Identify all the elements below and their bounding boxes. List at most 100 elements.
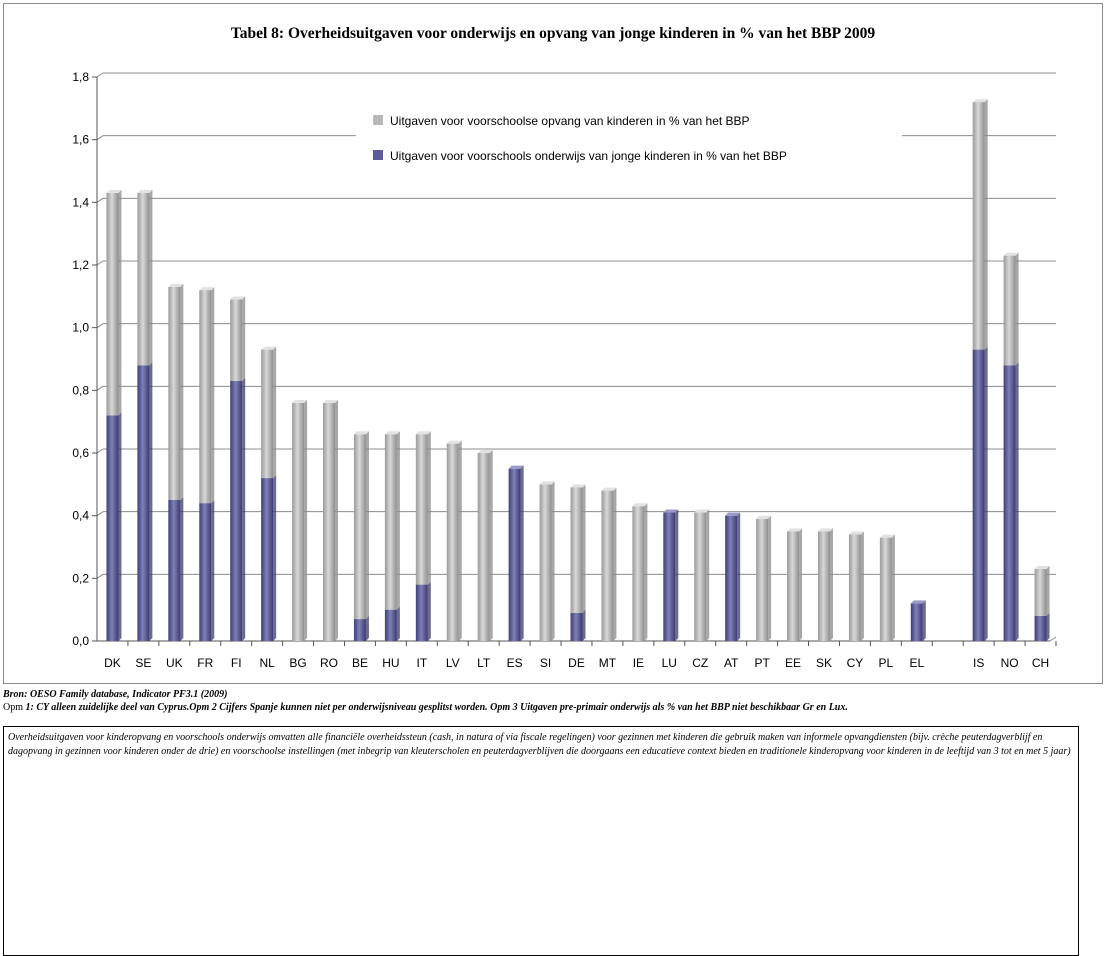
bar-onderwijs [137, 365, 150, 641]
bar-opvang-side [644, 503, 648, 641]
bar-onderwijs [508, 468, 521, 641]
bar-cap [570, 484, 586, 488]
bar-opvang [199, 290, 212, 504]
x-tick-label: NO [1001, 656, 1019, 670]
bar-cap [787, 528, 803, 532]
y-tick-label: 1,6 [72, 133, 89, 147]
bar-onderwijs-side [242, 377, 246, 641]
x-axis-depth [1049, 636, 1057, 642]
x-tick-label: UK [166, 656, 183, 670]
bar-onderwijs [1003, 365, 1016, 641]
bar-opvang-side [799, 528, 803, 641]
bar-opvang [570, 487, 583, 613]
y-tick-label: 1,2 [72, 258, 89, 272]
bar-opvang [787, 531, 800, 641]
bar-opvang [384, 434, 397, 610]
bar-onderwijs-side [984, 346, 988, 641]
y-tick-label: 0,4 [72, 509, 89, 523]
bar-opvang [477, 453, 490, 641]
bar-opvang [415, 434, 428, 585]
bar-cap [879, 534, 895, 538]
x-tick-label: AT [724, 656, 739, 670]
x-tick-label: CH [1032, 656, 1049, 670]
bar-opvang [323, 402, 336, 641]
x-tick-label: RO [320, 656, 338, 670]
bar-opvang [848, 534, 861, 641]
bar-cap [137, 189, 153, 193]
bar-opvang-side [1046, 565, 1050, 616]
gridline-depth [96, 448, 104, 454]
bar-opvang [756, 518, 769, 641]
bar-opvang-side [551, 481, 555, 641]
bar-onderwijs-side [396, 606, 400, 641]
x-tick-label: IE [633, 656, 644, 670]
bar-cap [446, 440, 462, 444]
bar-opvang [632, 506, 645, 641]
bar-onderwijs [1034, 615, 1047, 641]
bar-onderwijs-side [149, 362, 153, 641]
x-tick-label: CZ [692, 656, 708, 670]
bar-opvang-side [304, 399, 308, 641]
bar-opvang-side [211, 287, 215, 504]
bar-opvang-side [891, 534, 895, 641]
bar-opvang [292, 402, 305, 641]
bar-cap [292, 399, 308, 403]
bar-onderwijs [384, 609, 397, 641]
bar-onderwijs-side [365, 616, 369, 641]
bar-opvang-side [242, 296, 246, 381]
gridline-depth [96, 135, 104, 141]
bar-onderwijs [199, 503, 212, 641]
bar-opvang-side [365, 431, 369, 620]
bar-cap [1003, 252, 1019, 256]
legend-swatch-onderwijs [373, 150, 383, 160]
bar-cap [632, 503, 648, 507]
bar-chart: Tabel 8: Overheidsuitgaven voor onderwij… [72, 25, 1057, 670]
axes: 0,0 0,2 0,4 0,6 0,8 1,0 1,2 1,4 1,6 1,8 DK SE UK FR FI… [72, 70, 1057, 670]
bar-onderwijs [168, 500, 181, 641]
bar-cap [694, 509, 710, 513]
x-tick-label: HU [382, 656, 399, 670]
bar-onderwijs [106, 415, 119, 641]
bar-cap [910, 600, 926, 604]
y-tick-label: 0,8 [72, 383, 89, 397]
bar-onderwijs-side [1046, 612, 1050, 641]
bar-cap [972, 99, 988, 103]
bar-onderwijs-side [922, 600, 926, 641]
bar-opvang [106, 192, 119, 416]
gridline-depth [96, 385, 104, 391]
bar-opvang [137, 192, 150, 366]
bar-opvang [353, 434, 366, 620]
x-tick-label: SE [135, 656, 151, 670]
bar-cap [756, 515, 772, 519]
gridline-depth [96, 72, 104, 78]
gridline-depth [96, 573, 104, 579]
gridline-depth [96, 511, 104, 517]
legend-swatch-opvang [373, 115, 383, 125]
x-tick-label: EE [785, 656, 801, 670]
bar-cap [508, 465, 524, 469]
bar-opvang [1003, 255, 1016, 366]
bar-opvang-side [706, 509, 710, 641]
y-tick-label: 0,2 [72, 571, 89, 585]
bar-onderwijs [570, 612, 583, 641]
bar-onderwijs-side [211, 500, 215, 641]
bar-opvang-side [829, 528, 833, 641]
chart-title: Tabel 8: Overheidsuitgaven voor onderwij… [231, 25, 876, 42]
bar-cap [106, 189, 122, 193]
bar-cap [384, 431, 400, 435]
y-tick-label: 0,0 [72, 634, 89, 648]
bar-opvang-side [427, 431, 431, 585]
bar-opvang [230, 299, 243, 381]
bar-opvang-side [118, 189, 122, 416]
bar-cap [848, 531, 864, 535]
bar-cap [168, 283, 184, 287]
bar-opvang [168, 286, 181, 500]
x-tick-label: MT [599, 656, 617, 670]
bar-opvang [1034, 568, 1047, 616]
legend: Uitgaven voor voorschoolse opvang van ki… [356, 102, 902, 176]
bar-opvang-side [335, 399, 339, 641]
bar-opvang-side [458, 440, 462, 641]
bar-cap [353, 431, 369, 435]
y-tick-label: 1,0 [72, 321, 89, 335]
bar-opvang-side [860, 531, 864, 641]
